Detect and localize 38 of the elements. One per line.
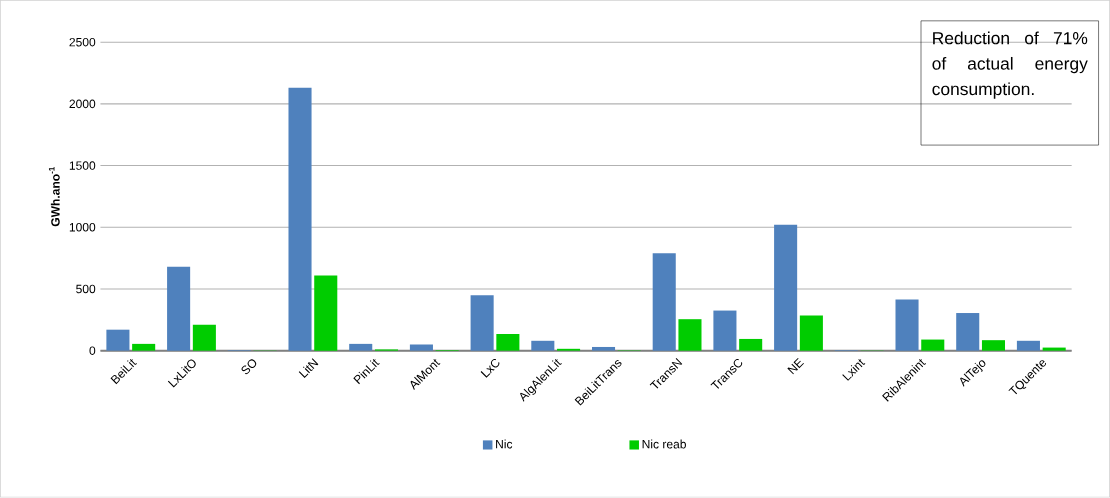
annotation: Reduction of 71% of actual energy consumption. <box>932 31 1088 99</box>
bar <box>1042 347 1066 351</box>
bar <box>591 347 616 351</box>
bar <box>314 275 338 351</box>
y-axis-title: GWh.ano$^{-1}$ <box>48 167 60 227</box>
y-tick-label: 2000 <box>69 99 96 109</box>
bar <box>192 324 216 351</box>
x-tick-label: SO <box>241 359 257 375</box>
bar <box>349 344 373 351</box>
bar <box>981 340 1006 351</box>
bar <box>895 299 919 351</box>
y-tick-label: 2500 <box>69 38 96 47</box>
bar <box>409 344 433 351</box>
bar <box>678 319 702 351</box>
bar <box>132 344 156 351</box>
x-tick-label: LxC <box>480 359 500 378</box>
y-tick-label: 1000 <box>69 223 96 232</box>
bar <box>167 266 191 351</box>
legend-label: Nic reab <box>642 439 686 449</box>
x-tick-label: LitN <box>298 358 319 379</box>
legend-label: Nic <box>496 439 513 449</box>
bar <box>921 339 945 351</box>
bar <box>713 310 737 351</box>
bar <box>652 253 676 351</box>
y-tick-label: 1500 <box>69 161 96 171</box>
bar <box>774 225 798 351</box>
bar <box>799 315 823 351</box>
y-tick-label: 0 <box>89 346 96 356</box>
bar <box>1016 341 1040 351</box>
bar <box>288 88 312 351</box>
y-tick-label: 500 <box>76 284 96 294</box>
bar <box>956 313 980 351</box>
bar <box>470 295 494 351</box>
bar <box>739 339 763 351</box>
bar <box>106 329 130 351</box>
bar <box>531 341 555 351</box>
x-tick-label: NE <box>787 358 804 375</box>
bar <box>496 334 520 351</box>
